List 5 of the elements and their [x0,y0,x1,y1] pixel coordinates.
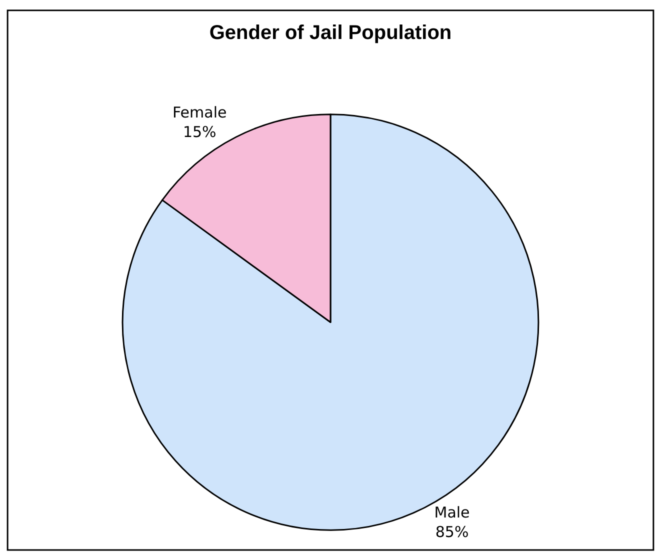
slice-label: Female [172,103,227,122]
data-label: 15% [182,122,216,141]
slice-label: Male [434,504,470,522]
chart-title: Gender of Jail Population [209,22,452,44]
data-label: 85% [435,523,469,542]
